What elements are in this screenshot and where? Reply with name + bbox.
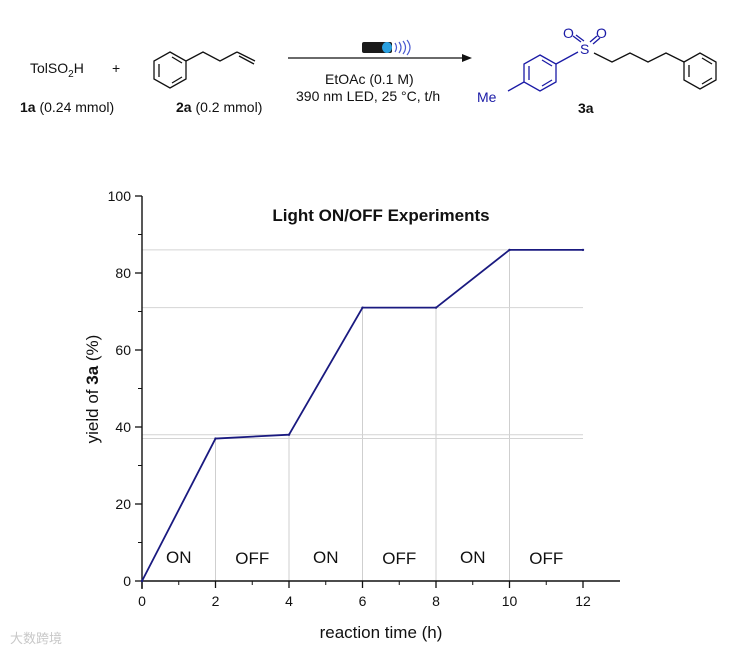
yield-point bbox=[581, 248, 585, 252]
yield-point bbox=[214, 437, 217, 440]
reagent-1-subscript: 2 bbox=[68, 68, 74, 80]
yield-point bbox=[361, 306, 364, 309]
watermark: 大数跨境 bbox=[10, 631, 63, 646]
x-tick-label: 6 bbox=[359, 593, 367, 609]
phase-label: ON bbox=[313, 548, 339, 567]
reagent-1-amount: (0.24 mmol) bbox=[39, 99, 115, 115]
x-tick-label: 12 bbox=[575, 593, 591, 609]
yield-point bbox=[434, 306, 438, 309]
chart-axes bbox=[141, 196, 620, 589]
product-oxygen-label-1: O bbox=[563, 25, 574, 41]
condition-light-temp-time: 390 nm LED, 25 °C, t/h bbox=[296, 88, 441, 104]
y-tick-label: 60 bbox=[115, 342, 131, 358]
x-tick-label: 2 bbox=[212, 593, 220, 609]
yield-point bbox=[287, 433, 291, 436]
reagent-1-name: TolSO bbox=[30, 60, 69, 76]
yield-point bbox=[508, 248, 511, 252]
x-tick-label: 4 bbox=[285, 593, 293, 609]
guide-lines bbox=[142, 249, 583, 581]
reagent-1-label: 1a (0.24 mmol) bbox=[20, 99, 114, 115]
y-tick-label: 0 bbox=[123, 573, 131, 589]
yield-point bbox=[140, 579, 144, 583]
condition-solvent: EtOAc (0.1 M) bbox=[325, 71, 414, 87]
phase-label: OFF bbox=[235, 549, 269, 568]
y-tick-label: 20 bbox=[115, 496, 131, 512]
y-axis-title: yield of 3a (%) bbox=[83, 335, 102, 444]
allylbenzene-structure bbox=[153, 51, 256, 89]
y-axis-title-compound: 3a bbox=[83, 365, 102, 384]
x-tick-label: 8 bbox=[432, 593, 440, 609]
phase-label: ON bbox=[460, 548, 486, 567]
reagent-1-id: 1a bbox=[20, 99, 36, 115]
y-axis-title-prefix: yield of bbox=[83, 385, 102, 444]
reagent-1-tail: H bbox=[73, 60, 84, 76]
reaction-scheme-drawing bbox=[153, 34, 717, 92]
x-axis-title: reaction time (h) bbox=[320, 623, 443, 642]
product-alkyl-chain bbox=[593, 52, 717, 90]
tick-marks: 0 2 4 6 8 10 12 0 20 40 60 80 100 bbox=[108, 188, 591, 609]
phase-labels: ON OFF ON OFF ON OFF bbox=[166, 548, 563, 568]
reagent-2-amount: (0.2 mmol) bbox=[195, 99, 263, 115]
y-tick-label: 40 bbox=[115, 419, 131, 435]
chart-title: Light ON/OFF Experiments bbox=[272, 206, 489, 225]
yield-series bbox=[140, 248, 585, 583]
y-tick-label: 80 bbox=[115, 265, 131, 281]
product-structure bbox=[507, 34, 601, 92]
led-light-icon bbox=[362, 39, 411, 56]
phase-label: ON bbox=[166, 548, 192, 567]
reagent-2-id: 2a bbox=[176, 99, 192, 115]
phase-label: OFF bbox=[529, 549, 563, 568]
x-tick-label: 0 bbox=[138, 593, 146, 609]
product-id: 3a bbox=[578, 100, 594, 116]
y-axis-title-suffix: (%) bbox=[83, 335, 102, 366]
reaction-arrow bbox=[288, 54, 472, 62]
reagent-2-label: 2a (0.2 mmol) bbox=[176, 99, 262, 115]
product-oxygen-label-2: O bbox=[596, 25, 607, 41]
product-sulfur-label: S bbox=[580, 41, 590, 57]
y-tick-label: 100 bbox=[108, 188, 132, 204]
reagent-1-formula: TolSO2H bbox=[30, 60, 84, 80]
product-methyl-label: Me bbox=[477, 89, 497, 105]
phase-label: OFF bbox=[382, 549, 416, 568]
x-tick-label: 10 bbox=[502, 593, 518, 609]
plus-sign: + bbox=[112, 60, 121, 76]
